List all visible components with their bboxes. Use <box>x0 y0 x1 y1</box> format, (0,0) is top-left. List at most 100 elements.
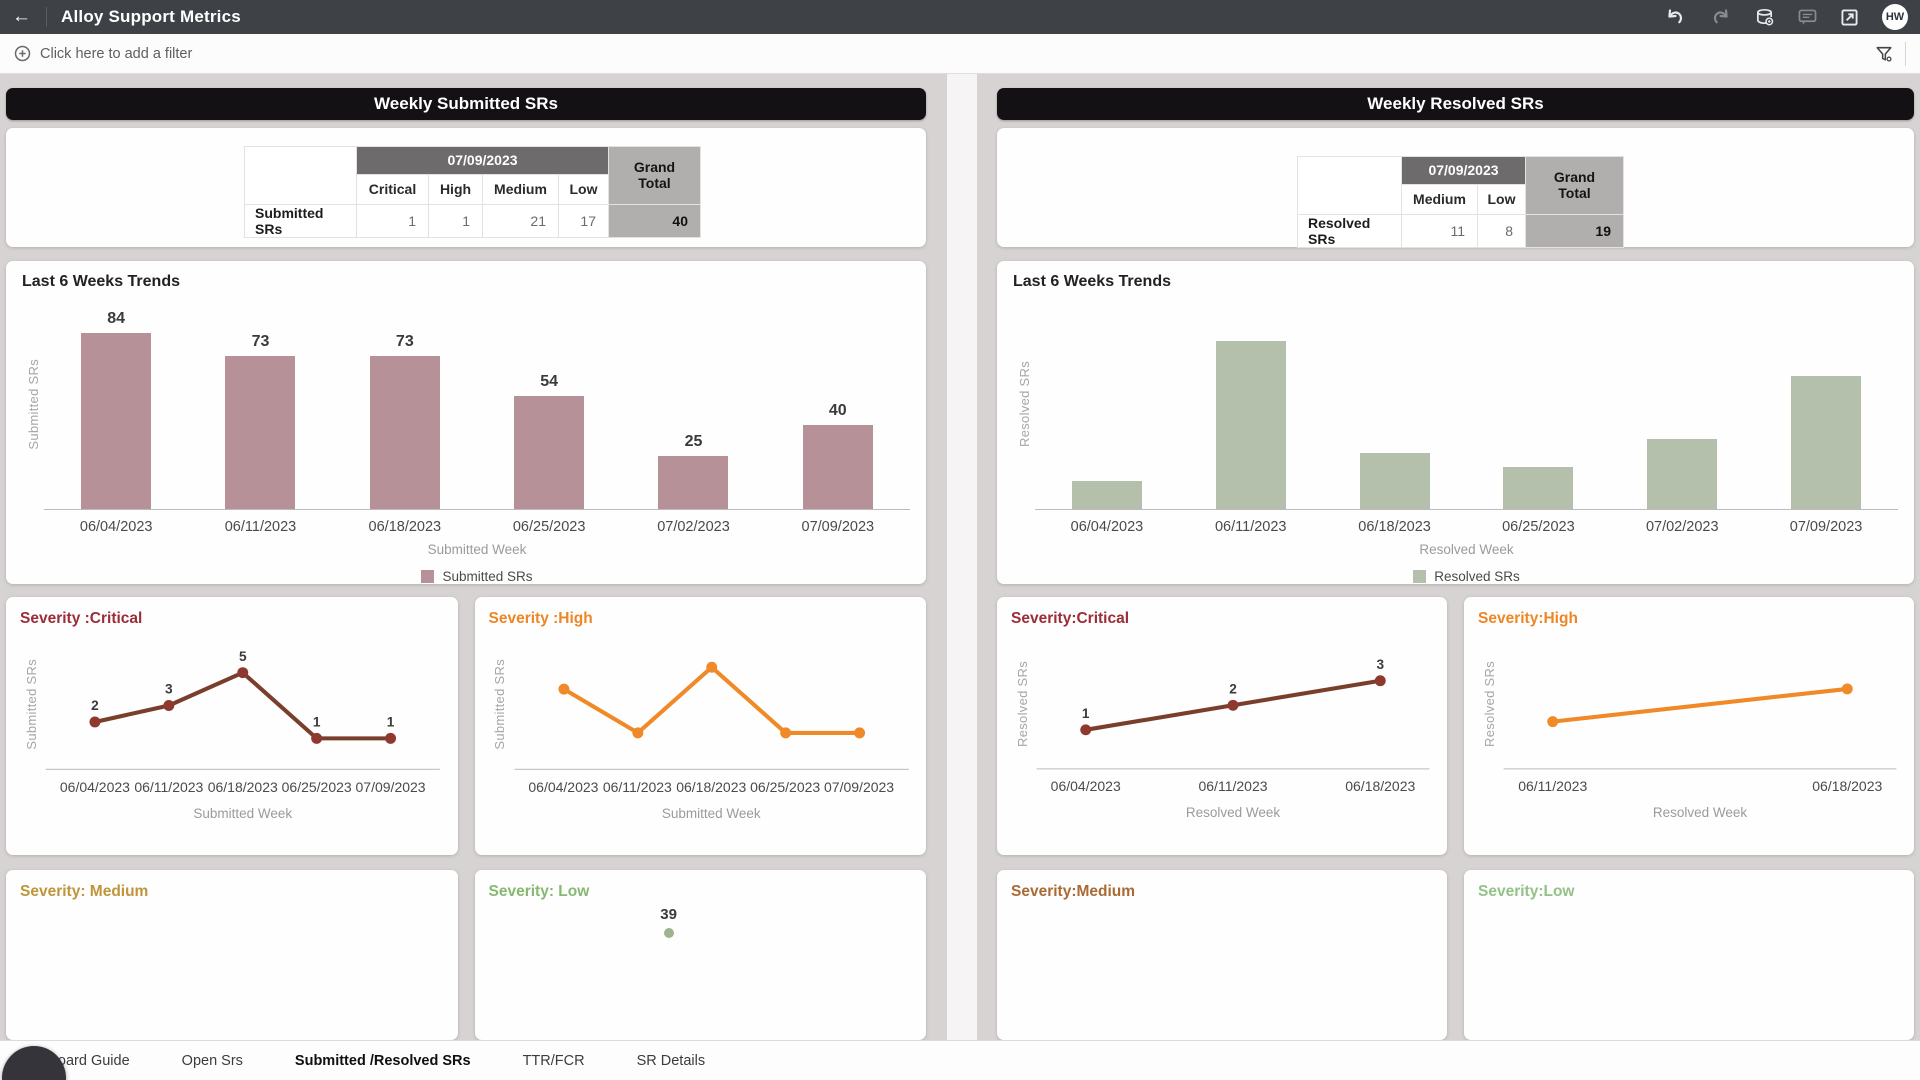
data-point[interactable] <box>663 928 674 938</box>
pivot-column-header: High <box>428 173 483 205</box>
x-tick-label: 06/25/2023 <box>1502 519 1575 535</box>
bar[interactable] <box>658 456 729 509</box>
data-point[interactable] <box>163 700 175 711</box>
resolved-severity-high-card: Severity:High Resolved SRs 06/11/2023 06/… <box>1464 597 1914 855</box>
y-axis-label: Resolved SRs <box>1481 661 1497 747</box>
data-point[interactable] <box>89 716 101 728</box>
legend-swatch-icon <box>421 570 435 583</box>
svg-text:1: 1 <box>1082 706 1090 721</box>
submitted-severity-critical-card: Severity :Critical Submitted SRs 2 3 5 1 1 06… <box>6 597 458 855</box>
x-axis-title: Resolved Week <box>1419 542 1514 557</box>
data-point[interactable] <box>1547 716 1559 728</box>
pivot-cell[interactable]: 17 <box>558 203 609 238</box>
x-tick-label: 06/25/2023 <box>512 519 586 535</box>
tab-submitted-resolved-srs[interactable]: Submitted /Resolved SRs <box>294 1052 471 1069</box>
data-point[interactable] <box>853 727 865 739</box>
table-row: Resolved SRs 11 8 19 <box>1297 213 1624 248</box>
x-tick-label: 06/18/2023 <box>1358 519 1431 535</box>
bar[interactable] <box>1503 467 1574 509</box>
bar[interactable] <box>1071 481 1142 509</box>
filter-options-icon[interactable] <box>1875 45 1893 63</box>
bar[interactable] <box>81 333 152 509</box>
resolved-severity-critical-card: Severity:Critical Resolved SRs 1 2 3 06/04/… <box>997 597 1447 855</box>
pivot-cell[interactable]: 1 <box>428 203 483 238</box>
recorder-bubble[interactable] <box>2 1046 66 1080</box>
resolved-severity-high-line-chart: 06/11/2023 06/18/2023 <box>1500 638 1900 798</box>
pivot-date-header: 07/09/2023 <box>356 145 609 175</box>
x-tick-label: 06/04/2023 <box>528 778 599 795</box>
refresh-data-icon[interactable] <box>1755 8 1774 27</box>
resolved-severity-low-card: Severity:Low <box>1464 870 1914 1040</box>
page-title: Alloy Support Metrics <box>61 7 241 26</box>
data-point[interactable] <box>705 661 717 673</box>
tab-sr-details[interactable]: SR Details <box>636 1052 706 1069</box>
filterbar-divider <box>1905 41 1906 66</box>
x-tick-label: 06/11/2023 <box>602 778 672 795</box>
legend-label: Resolved SRs <box>1434 569 1520 584</box>
bar[interactable] <box>514 396 585 509</box>
topbar-divider <box>46 7 47 27</box>
x-tick-label: 07/09/2023 <box>824 778 895 795</box>
svg-text:3: 3 <box>1376 657 1384 672</box>
data-point[interactable] <box>631 727 643 739</box>
bar[interactable] <box>802 425 873 509</box>
pivot-grand-total-header: Grand Total <box>608 145 701 205</box>
data-point[interactable] <box>311 732 323 744</box>
avatar[interactable]: HW <box>1882 4 1908 30</box>
submitted-trend-card: Last 6 Weeks Trends Submitted SRs 84 73 73… <box>6 261 926 584</box>
y-axis-label: Submitted SRs <box>492 658 507 750</box>
submitted-severity-critical-line-chart: 2 3 5 1 1 06/04/2023 06/11/2023 06/18/2023 06/25… <box>42 638 444 799</box>
undo-icon[interactable] <box>1665 8 1686 27</box>
open-in-new-icon[interactable] <box>1841 8 1858 26</box>
pivot-cell[interactable]: 1 <box>356 203 429 238</box>
severity-card-title: Severity:Low <box>1478 883 1575 900</box>
bar[interactable] <box>225 356 296 509</box>
resolved-severity-critical-line-chart: 1 2 3 06/04/2023 06/11/2023 06/18/2023 <box>1033 638 1433 798</box>
data-point[interactable] <box>779 727 791 739</box>
pivot-column-header: Low <box>558 173 609 205</box>
data-point-label: 39 <box>660 906 677 923</box>
pivot-grand-total-cell[interactable]: 40 <box>608 203 701 238</box>
x-tick-label: 07/02/2023 <box>1645 519 1719 535</box>
pivot-cell[interactable]: 21 <box>482 203 559 238</box>
bar[interactable] <box>1791 376 1862 509</box>
data-point[interactable] <box>385 732 397 744</box>
x-tick-label: 07/09/2023 <box>801 519 875 535</box>
back-icon[interactable]: ← <box>12 6 31 27</box>
pivot-row-label: Submitted SRs <box>244 203 357 238</box>
svg-text:1: 1 <box>387 715 395 730</box>
submitted-pivot-card: 07/09/2023 Grand Total Critical High Med… <box>6 127 926 247</box>
x-tick-label: 07/09/2023 <box>355 778 426 795</box>
data-point[interactable] <box>237 667 249 679</box>
bar[interactable] <box>1647 439 1718 509</box>
add-filter-button[interactable]: Click here to add a filter <box>14 45 192 62</box>
legend[interactable]: Submitted SRs <box>44 569 910 584</box>
data-point[interactable] <box>557 683 569 695</box>
data-point[interactable] <box>1841 683 1853 695</box>
bar-value-label: 73 <box>395 333 414 350</box>
x-axis-line <box>44 509 910 510</box>
data-point[interactable] <box>1227 699 1239 711</box>
redo-icon[interactable] <box>1710 8 1731 27</box>
tab-ttr-fcr[interactable]: TTR/FCR <box>522 1052 585 1069</box>
comment-icon[interactable] <box>1798 9 1817 26</box>
data-point[interactable] <box>1080 724 1092 736</box>
legend[interactable]: Resolved SRs <box>1035 569 1898 584</box>
x-tick-label: 06/25/2023 <box>750 778 821 795</box>
data-point[interactable] <box>1374 675 1386 687</box>
filter-bar: Click here to add a filter <box>0 34 1920 74</box>
pivot-grand-total-cell[interactable]: 19 <box>1525 213 1624 248</box>
submitted-severity-high-card: Severity :High Submitted SRs 06/04/2023 0… <box>474 597 926 855</box>
pivot-cell[interactable]: 11 <box>1401 213 1478 248</box>
x-tick-label: 06/04/2023 <box>79 519 153 535</box>
pivot-cell[interactable]: 8 <box>1477 213 1526 248</box>
tab-open-srs[interactable]: Open Srs <box>181 1052 243 1069</box>
pivot-column-header: Low <box>1477 183 1526 215</box>
bar[interactable] <box>369 356 440 509</box>
svg-text:2: 2 <box>1229 681 1237 696</box>
y-axis-label: Resolved SRs <box>1016 361 1032 447</box>
x-tick-label: 06/18/2023 <box>1812 778 1883 795</box>
x-tick-label: 06/04/2023 <box>1050 778 1121 795</box>
bar[interactable] <box>1215 341 1286 509</box>
bar[interactable] <box>1359 453 1430 509</box>
